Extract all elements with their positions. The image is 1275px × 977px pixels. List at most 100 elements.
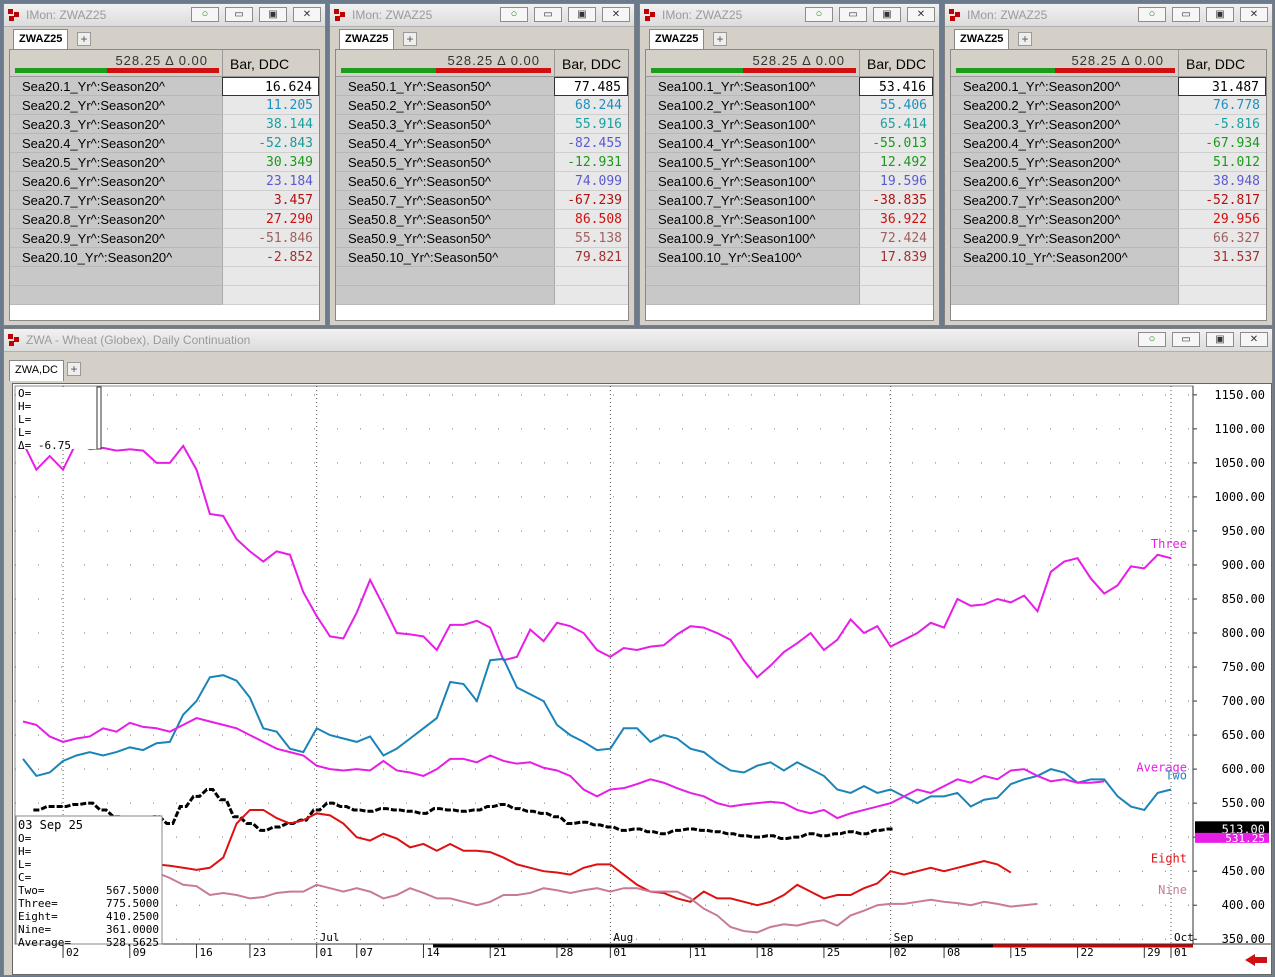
maximize-button[interactable]: ▣ [1206,332,1234,347]
quote-row[interactable]: Sea100.7_Yr^:Season100^ -38.835 [646,191,933,210]
study-value: 86.508 [554,210,628,229]
add-tab-button[interactable]: + [1018,32,1032,46]
series-line-average[interactable] [22,717,1105,820]
maximize-button[interactable]: ▣ [873,7,901,22]
empty-row [336,286,628,305]
app-icon [949,9,961,21]
quote-row[interactable]: Sea200.7_Yr^:Season200^ -52.817 [951,191,1266,210]
quote-row[interactable]: Sea200.5_Yr^:Season200^ 51.012 [951,153,1266,172]
quote-row[interactable]: Sea20.5_Yr^:Season20^ 30.349 [10,153,319,172]
quote-row[interactable]: Sea50.9_Yr^:Season50^ 55.138 [336,229,628,248]
quote-row[interactable]: Sea100.10_Yr^:Sea100^ 17.839 [646,248,933,267]
monitor-tab[interactable]: ZWAZ25 [339,29,395,50]
quote-row[interactable]: Sea200.9_Yr^:Season200^ 66.327 [951,229,1266,248]
monitor-titlebar[interactable]: IMon: ZWAZ25 ○ ▭ ▣ ✕ [640,4,939,27]
quote-row[interactable]: Sea50.8_Yr^:Season50^ 86.508 [336,210,628,229]
quote-row[interactable]: Sea200.2_Yr^:Season200^ 76.778 [951,96,1266,115]
add-tab-button[interactable]: + [67,362,81,376]
quote-row[interactable]: Sea50.6_Yr^:Season50^ 74.099 [336,172,628,191]
readout-scrollbar[interactable] [96,386,102,450]
quote-row[interactable]: Sea100.6_Yr^:Season100^ 19.596 [646,172,933,191]
study-value: -5.816 [1178,115,1266,134]
maximize-button[interactable]: ▣ [568,7,596,22]
study-value: 36.922 [859,210,933,229]
series-line-eight[interactable] [22,808,1012,907]
quote-row[interactable]: Sea20.2_Yr^:Season20^ 11.205 [10,96,319,115]
quote-row[interactable]: Sea20.10_Yr^:Season20^ -2.852 [10,248,319,267]
quote-row[interactable]: Sea100.4_Yr^:Season100^ -55.013 [646,134,933,153]
quote-row[interactable]: Sea20.8_Yr^:Season20^ 27.290 [10,210,319,229]
column-header[interactable]: Bar, DDC [859,50,933,76]
quote-row[interactable]: Sea20.1_Yr^:Season20^ 16.624 [10,77,319,96]
quote-row[interactable]: Sea200.8_Yr^:Season200^ 29.956 [951,210,1266,229]
monitor-tab[interactable]: ZWAZ25 [13,29,69,50]
minimize-button[interactable]: ▭ [839,7,867,22]
minimize-button[interactable]: ▭ [1172,7,1200,22]
link-icon[interactable]: ○ [500,7,528,22]
quote-row[interactable]: Sea50.2_Yr^:Season50^ 68.244 [336,96,628,115]
link-icon[interactable]: ○ [805,7,833,22]
link-icon[interactable]: ○ [191,7,219,22]
column-header[interactable]: Bar, DDC [554,50,628,76]
maximize-button[interactable]: ▣ [259,7,287,22]
quote-row[interactable]: Sea100.2_Yr^:Season100^ 55.406 [646,96,933,115]
quote-row[interactable]: Sea100.1_Yr^:Season100^ 53.416 [646,77,933,96]
quote-monitor-window: IMon: ZWAZ25 ○ ▭ ▣ ✕ ZWAZ25 + 528.25 Δ 0… [639,3,940,326]
maximize-button[interactable]: ▣ [1206,7,1234,22]
link-icon[interactable]: ○ [1138,332,1166,347]
chart-titlebar[interactable]: ZWA - Wheat (Globex), Daily Continuation… [4,329,1272,352]
quote-row[interactable]: Sea50.5_Yr^:Season50^ -12.931 [336,153,628,172]
series-line-nine[interactable] [22,836,1038,934]
quote-row[interactable]: Sea20.6_Yr^:Season20^ 23.184 [10,172,319,191]
chart-title: ZWA - Wheat (Globex), Daily Continuation [26,333,251,347]
quote-row[interactable]: Sea100.8_Yr^:Season100^ 36.922 [646,210,933,229]
monitor-titlebar[interactable]: IMon: ZWAZ25 ○ ▭ ▣ ✕ [330,4,634,27]
monitor-tab[interactable]: ZWAZ25 [649,29,705,50]
data-window-value: 775.5000 [106,897,159,910]
add-tab-button[interactable]: + [403,32,417,46]
quote-row[interactable]: Sea100.5_Yr^:Season100^ 12.492 [646,153,933,172]
quote-row[interactable]: Sea200.6_Yr^:Season200^ 38.948 [951,172,1266,191]
quote-row[interactable]: Sea50.7_Yr^:Season50^ -67.239 [336,191,628,210]
quote-row[interactable]: Sea20.3_Yr^:Season20^ 38.144 [10,115,319,134]
quote-row[interactable]: Sea200.3_Yr^:Season200^ -5.816 [951,115,1266,134]
x-tick-label: 23 [253,946,266,959]
study-value: 51.012 [1178,153,1266,172]
close-button[interactable]: ✕ [907,7,935,22]
monitor-tab[interactable]: ZWAZ25 [954,29,1010,50]
quote-row[interactable]: Sea50.1_Yr^:Season50^ 77.485 [336,77,628,96]
close-button[interactable]: ✕ [1240,7,1268,22]
quote-row[interactable]: Sea200.10_Yr^:Season200^ 31.537 [951,248,1266,267]
price-bars[interactable] [33,788,894,841]
quote-row[interactable]: Sea50.3_Yr^:Season50^ 55.916 [336,115,628,134]
quote-row[interactable]: Sea200.1_Yr^:Season200^ 31.487 [951,77,1266,96]
quote-row[interactable]: Sea200.4_Yr^:Season200^ -67.934 [951,134,1266,153]
scroll-right-arrow-icon[interactable] [1245,954,1267,966]
quote-row[interactable]: Sea50.4_Yr^:Season50^ -82.455 [336,134,628,153]
link-icon[interactable]: ○ [1138,7,1166,22]
minimize-button[interactable]: ▭ [534,7,562,22]
quote-row[interactable]: Sea100.3_Yr^:Season100^ 65.414 [646,115,933,134]
close-button[interactable]: ✕ [1240,332,1268,347]
column-header[interactable]: Bar, DDC [1178,50,1266,76]
quote-row[interactable]: Sea20.7_Yr^:Season20^ 3.457 [10,191,319,210]
series-line-two[interactable] [22,657,1172,812]
minimize-button[interactable]: ▭ [1172,332,1200,347]
close-button[interactable]: ✕ [602,7,630,22]
monitor-titlebar[interactable]: IMon: ZWAZ25 ○ ▭ ▣ ✕ [4,4,325,27]
minimize-button[interactable]: ▭ [225,7,253,22]
price-chart[interactable]: 1150.00 1100.00 1050.00 1000.00 950.00 900.00… [12,383,1272,975]
column-header[interactable]: Bar, DDC [222,50,319,76]
quote-row[interactable]: Sea50.10_Yr^:Season50^ 79.821 [336,248,628,267]
add-tab-button[interactable]: + [713,32,727,46]
study-value: 38.144 [222,115,319,134]
quote-row[interactable]: Sea100.9_Yr^:Season100^ 72.424 [646,229,933,248]
add-tab-button[interactable]: + [77,32,91,46]
quote-row[interactable]: Sea20.4_Yr^:Season20^ -52.843 [10,134,319,153]
close-button[interactable]: ✕ [293,7,321,22]
study-name: Sea50.5_Yr^:Season50^ [336,153,554,172]
quote-row[interactable]: Sea20.9_Yr^:Season20^ -51.846 [10,229,319,248]
chart-tab[interactable]: ZWA,DC [9,360,64,381]
monitor-titlebar[interactable]: IMon: ZWAZ25 ○ ▭ ▣ ✕ [945,4,1272,27]
series-line-three[interactable] [22,441,1172,679]
